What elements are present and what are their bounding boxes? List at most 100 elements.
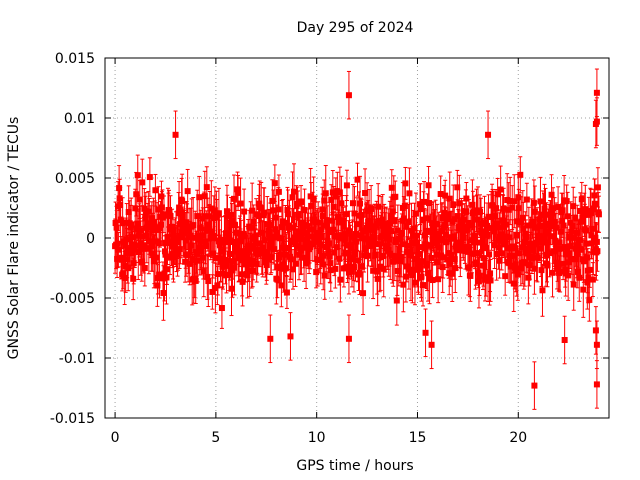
data-marker [498,250,505,257]
data-marker [192,234,199,241]
data-marker [318,233,325,240]
data-marker [515,194,522,201]
data-marker [588,240,595,247]
data-point [509,185,516,231]
data-marker [580,286,587,293]
data-marker [471,239,478,246]
data-marker [268,239,275,246]
data-marker [283,289,290,296]
data-marker [575,241,582,248]
data-point [517,250,524,287]
data-marker [271,246,278,253]
data-marker [315,229,322,236]
data-marker [452,265,459,272]
data-marker [583,254,590,261]
data-marker [406,190,413,197]
data-marker [294,243,301,250]
data-marker [263,258,270,265]
data-marker [366,217,373,224]
data-marker [135,232,142,239]
data-marker [336,189,343,196]
data-marker [440,254,447,261]
data-point [319,186,326,233]
data-marker [275,188,282,195]
data-marker [460,234,467,241]
data-marker [421,232,428,239]
data-marker [227,238,234,245]
data-marker [131,246,138,253]
data-marker [427,242,434,249]
data-marker [301,207,308,214]
data-marker [487,277,494,284]
data-marker [160,290,167,297]
data-point [406,167,413,220]
data-point [160,195,167,234]
data-marker [593,341,600,348]
data-point [402,166,409,200]
data-marker [557,268,564,275]
data-point [592,306,599,355]
data-marker [327,267,334,274]
data-marker [230,258,237,265]
data-marker [133,191,140,198]
data-marker [517,171,524,178]
data-marker [404,248,411,255]
data-marker [533,224,540,231]
data-point [511,174,518,229]
data-marker [166,207,173,214]
data-marker [222,262,229,269]
data-marker [266,228,273,235]
data-marker [305,233,312,240]
data-marker [192,277,199,284]
data-marker [285,245,292,252]
data-marker [152,254,159,261]
data-marker [402,273,409,280]
data-marker [549,210,556,217]
data-point [398,235,405,278]
data-marker [495,237,502,244]
data-marker [142,211,149,218]
data-marker [531,208,538,215]
data-marker [298,198,305,205]
data-marker [250,218,257,225]
data-marker [469,201,476,208]
data-marker [313,269,320,276]
data-marker [346,228,353,235]
data-marker [504,197,511,204]
data-marker [563,198,570,205]
data-marker [491,228,498,235]
data-marker [167,213,174,220]
data-marker [125,265,132,272]
data-marker [577,207,584,214]
data-marker [457,247,464,254]
data-marker [392,193,399,200]
data-point [275,174,282,210]
data-marker [183,219,190,226]
data-point [507,176,514,226]
data-marker [404,242,411,249]
data-marker [162,251,169,258]
data-marker [536,223,543,230]
data-marker [375,203,382,210]
data-marker [413,239,420,246]
data-marker [176,204,183,211]
data-marker [417,201,423,208]
data-marker [548,223,555,230]
data-marker [216,242,223,249]
data-marker [219,270,226,277]
data-point [205,255,212,308]
data-marker [457,244,464,251]
data-marker [349,233,356,240]
data-marker [431,224,438,231]
data-marker [184,223,191,230]
data-marker [124,256,131,263]
data-marker [455,223,462,230]
data-marker [403,263,410,270]
data-point [561,315,568,365]
data-marker [145,208,152,215]
data-marker [278,224,285,231]
data-marker [551,248,558,255]
data-point [485,110,492,160]
data-marker [304,237,311,244]
data-marker [142,215,149,222]
